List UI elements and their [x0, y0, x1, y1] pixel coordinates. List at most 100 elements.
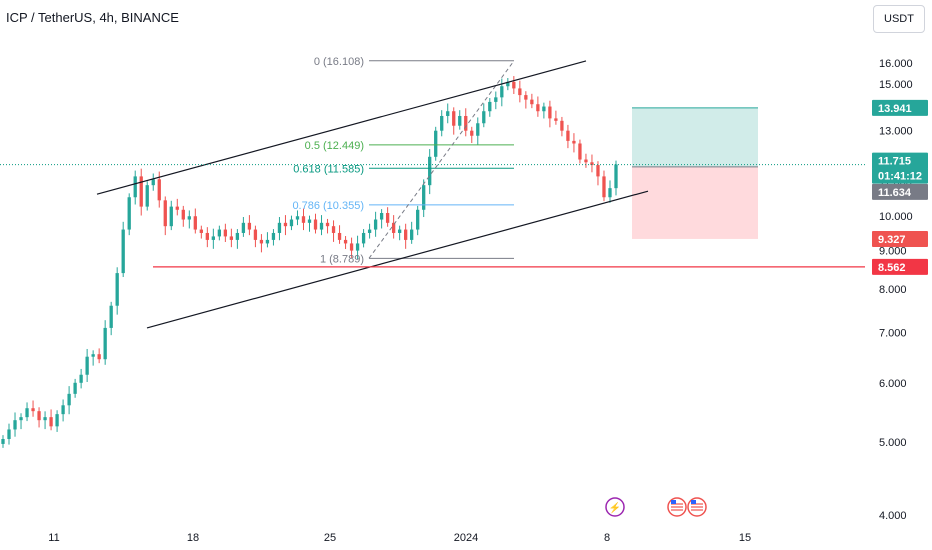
candle-body	[506, 81, 510, 87]
candle-body	[169, 206, 173, 227]
x-tick-label: 25	[324, 532, 336, 544]
candle-body	[319, 222, 324, 230]
fib-label-0_5: 0.5 (12.449)	[305, 140, 364, 152]
candle-body	[13, 420, 17, 430]
candle-body	[97, 354, 101, 360]
candle-body	[458, 115, 462, 126]
candle-body	[37, 411, 41, 421]
candle-body	[530, 99, 534, 105]
price-axis[interactable]: 4.0005.0006.0007.0008.0009.00010.00011.0…	[879, 58, 913, 522]
candle-body	[518, 88, 522, 96]
fib-label-0: 0 (16.108)	[314, 56, 364, 68]
candle-body	[247, 222, 252, 230]
candle-body	[464, 115, 468, 131]
candle-body	[446, 111, 450, 116]
candle-body	[608, 188, 612, 198]
candle-body	[404, 229, 408, 240]
x-tick-label: 2024	[454, 532, 478, 544]
candle-body	[43, 417, 47, 421]
candle-body	[205, 232, 209, 240]
candle-body	[307, 219, 312, 223]
price-label-bg-stop	[872, 230, 928, 247]
candle-body	[157, 179, 161, 201]
candle-body	[25, 408, 29, 418]
candles	[1, 76, 618, 448]
candle-body	[241, 222, 246, 233]
target-zone	[632, 107, 758, 167]
us-flag-canton	[691, 500, 696, 504]
candle-body	[614, 164, 618, 189]
candle-body	[578, 143, 582, 160]
price-label-countdown: 01:41:12	[878, 171, 922, 183]
x-tick-label: 15	[739, 532, 751, 544]
stop-zone	[632, 166, 758, 239]
candle-body	[163, 200, 167, 227]
candle-body	[602, 176, 606, 198]
candle-body	[181, 209, 185, 220]
fib-label-0_786: 0.786 (10.355)	[292, 200, 364, 212]
candle-body	[151, 179, 155, 186]
candle-body	[331, 226, 336, 233]
price-label-target: 13.941	[878, 103, 912, 115]
candle-body	[79, 374, 83, 383]
candle-body	[133, 176, 137, 198]
candle-body	[211, 236, 215, 240]
channel-lower-line	[146, 190, 649, 329]
candle-body	[193, 216, 197, 230]
candle-body	[548, 106, 552, 119]
candle-body	[584, 159, 588, 163]
y-tick-label: 13.000	[879, 126, 913, 138]
x-tick-label: 11	[48, 532, 59, 544]
candle-body	[19, 417, 23, 421]
y-tick-label: 5.000	[879, 437, 907, 449]
candle-body	[271, 232, 276, 240]
y-tick-label: 4.000	[879, 510, 907, 522]
candle-body	[500, 86, 504, 98]
x-tick-label: 18	[187, 532, 199, 544]
candle-body	[482, 111, 486, 124]
chart-title: ICP / TetherUS, 4h, BINANCE	[6, 10, 179, 25]
candle-body	[121, 229, 125, 274]
y-tick-label: 8.000	[879, 284, 907, 296]
candle-body	[265, 239, 270, 244]
candle-body	[91, 354, 95, 357]
candle-body	[67, 393, 71, 406]
candle-body	[145, 185, 149, 207]
candle-body	[542, 106, 546, 112]
candle-body	[355, 243, 360, 251]
candle-body	[349, 243, 354, 251]
candle-body	[343, 239, 348, 244]
time-axis[interactable]: 11 18 25 2024 8 15	[48, 532, 751, 544]
candle-body	[283, 222, 288, 227]
candle-body	[391, 222, 396, 233]
candle-body	[554, 118, 558, 121]
x-tick-label: 8	[604, 532, 610, 544]
event-markers[interactable]: ⚡	[605, 497, 707, 517]
candle-body	[175, 206, 179, 210]
candle-body	[410, 229, 414, 240]
candle-body	[536, 104, 540, 112]
candle-body	[397, 229, 402, 233]
candle-body	[7, 429, 11, 439]
candle-body	[325, 222, 330, 227]
candle-body	[55, 414, 59, 427]
candle-body	[470, 130, 474, 136]
price-labels: 13.941 11.715 01:41:12 11.634 9.327 8.562	[872, 99, 928, 275]
y-tick-label: 7.000	[879, 328, 907, 340]
candle-body	[488, 101, 492, 112]
candle-body	[422, 185, 426, 210]
candle-body	[73, 382, 77, 394]
price-label-bg-current	[872, 152, 928, 169]
candle-body	[199, 229, 203, 233]
candle-body	[476, 123, 480, 136]
price-label-current: 11.715	[878, 156, 911, 168]
candle-body	[295, 216, 300, 220]
price-label-support: 8.562	[878, 262, 906, 274]
currency-unit-button[interactable]: USDT	[873, 5, 925, 33]
fib-label-0_618: 0.618 (11.585)	[293, 163, 364, 175]
candle-body	[385, 212, 390, 223]
channel-upper-line	[96, 60, 587, 195]
drawing-lines	[0, 60, 865, 329]
lightning-glyph: ⚡	[609, 501, 621, 514]
